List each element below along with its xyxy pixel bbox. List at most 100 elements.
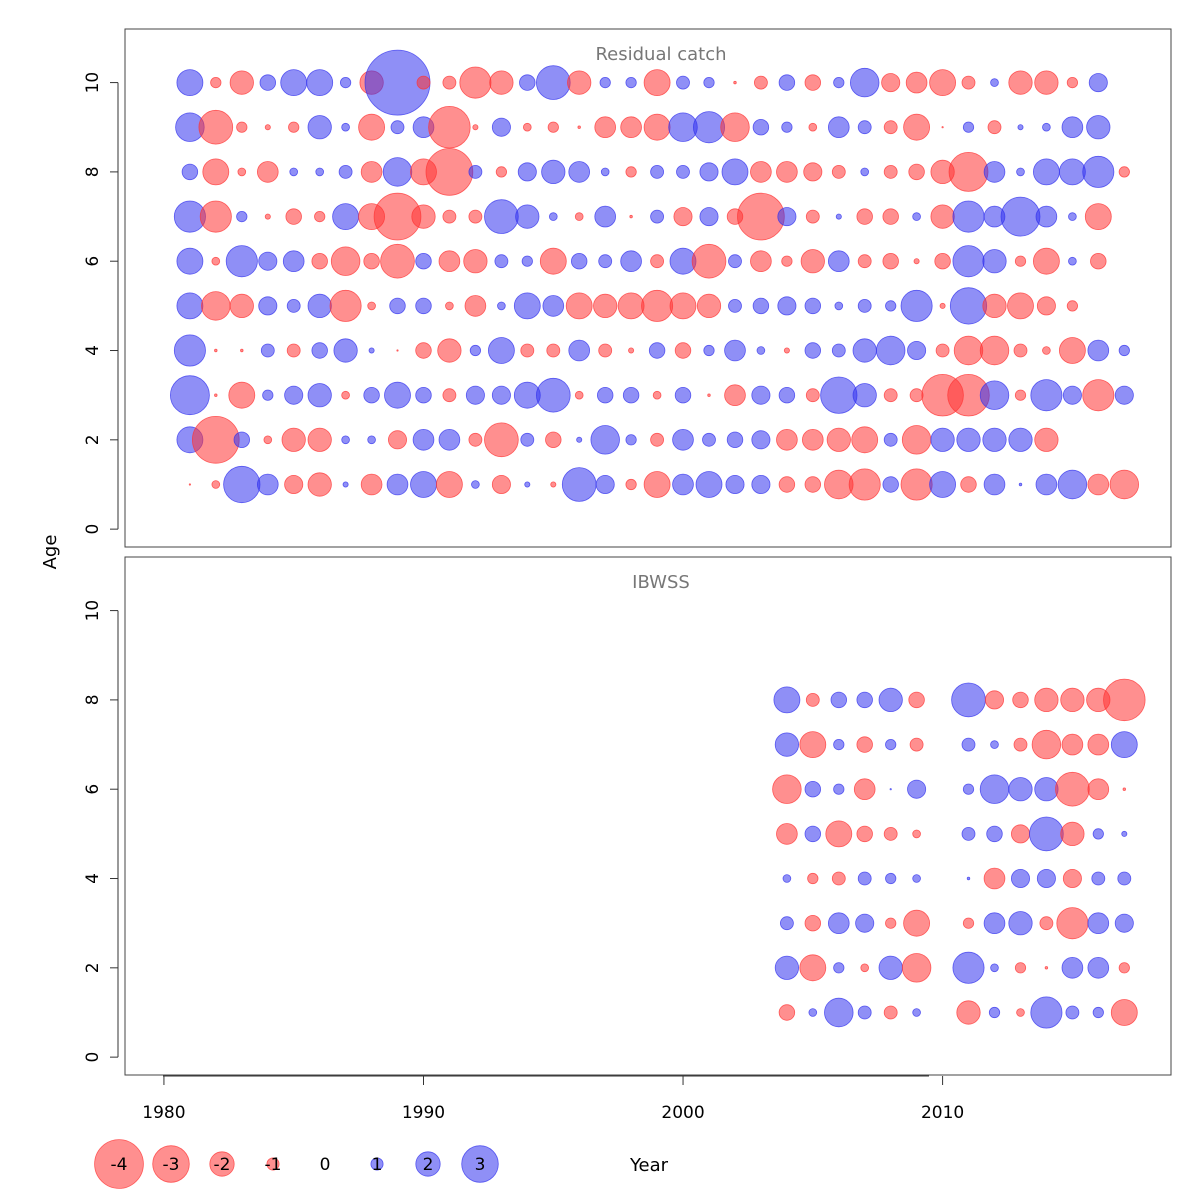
negative-residual-bubble: [724, 384, 746, 407]
positive-residual-bubble: [824, 997, 854, 1028]
positive-residual-bubble: [173, 334, 206, 367]
y-axis-label: Age: [40, 535, 61, 570]
positive-residual-bubble: [857, 1005, 872, 1020]
positive-residual-bubble: [855, 913, 875, 933]
negative-residual-bubble: [341, 390, 350, 400]
negative-residual-bubble: [856, 825, 873, 843]
negative-residual-bubble: [979, 335, 1010, 366]
negative-residual-bubble: [1034, 687, 1059, 713]
legend-label: 2: [423, 1155, 434, 1175]
negative-residual-bubble: [808, 122, 818, 132]
positive-residual-bubble: [497, 301, 506, 311]
positive-residual-bubble: [695, 471, 723, 498]
negative-residual-bubble: [565, 292, 593, 320]
negative-residual-bubble: [425, 148, 474, 196]
positive-residual-bubble: [438, 428, 461, 451]
negative-residual-bubble: [214, 348, 218, 353]
positive-residual-bubble: [1068, 256, 1077, 266]
positive-residual-bubble: [1061, 956, 1084, 979]
positive-residual-bubble: [860, 167, 869, 177]
positive-residual-bubble: [900, 289, 933, 322]
bubble-size-legend: -4 -3 -2 -1 0 1 2 3: [94, 1139, 499, 1189]
negative-residual-bubble: [754, 75, 768, 90]
negative-residual-bubble: [930, 204, 955, 229]
negative-residual-bubble: [237, 167, 247, 177]
positive-residual-bubble: [956, 427, 981, 452]
negative-residual-bubble: [799, 954, 827, 982]
negative-residual-bubble: [801, 428, 824, 451]
legend-label: 1: [372, 1155, 383, 1175]
positive-residual-bubble: [1088, 73, 1108, 93]
positive-residual-bubble: [912, 212, 921, 221]
positive-residual-bubble: [258, 251, 278, 271]
positive-residual-bubble: [1011, 869, 1031, 889]
positive-residual-bubble: [176, 292, 204, 320]
positive-residual-bubble: [850, 67, 880, 98]
negative-residual-bubble: [650, 254, 664, 269]
positive-residual-bubble: [885, 300, 897, 312]
positive-residual-bubble: [315, 167, 325, 177]
negative-residual-bubble: [625, 478, 637, 491]
positive-residual-bubble: [930, 427, 955, 452]
positive-residual-bubble: [1087, 956, 1110, 979]
positive-residual-bubble: [1065, 1005, 1080, 1020]
negative-residual-bubble: [1042, 346, 1051, 355]
negative-residual-bubble: [387, 430, 407, 450]
positive-residual-bubble: [517, 162, 537, 182]
positive-residual-bubble: [827, 912, 850, 934]
positive-residual-bubble: [883, 432, 898, 447]
positive-residual-bubble: [1117, 871, 1132, 886]
positive-residual-bubble: [648, 342, 666, 359]
negative-residual-bubble: [445, 301, 454, 311]
positive-residual-bubble: [341, 122, 350, 132]
positive-residual-bubble: [307, 293, 332, 318]
negative-residual-bubble: [1062, 869, 1082, 889]
positive-residual-bubble: [1121, 830, 1128, 837]
negative-residual-bubble: [211, 480, 221, 489]
positive-residual-bubble: [484, 199, 519, 234]
positive-residual-bubble: [1008, 427, 1033, 452]
positive-residual-bubble: [703, 344, 715, 357]
x-tick-label: 1980: [142, 1103, 185, 1123]
positive-residual-bubble: [990, 78, 999, 87]
positive-residual-bubble: [951, 682, 986, 718]
positive-residual-bubble: [1068, 212, 1077, 221]
x-tick-label: 1990: [402, 1103, 445, 1123]
negative-residual-bubble: [905, 71, 928, 94]
positive-residual-bubble: [600, 167, 610, 177]
negative-residual-bubble: [720, 112, 750, 142]
negative-residual-bubble: [442, 388, 457, 403]
y-tick-label: 6: [83, 256, 103, 267]
positive-residual-bubble: [773, 686, 801, 714]
positive-residual-bubble: [415, 253, 432, 270]
positive-residual-bubble: [780, 916, 794, 931]
y-tick-label: 8: [83, 694, 103, 705]
residual-catch-panel: Residual catch 0 2 4 6 8 10: [83, 28, 1172, 548]
negative-residual-bubble: [1082, 379, 1115, 412]
positive-residual-bubble: [256, 473, 279, 496]
positive-residual-bubble: [1057, 469, 1088, 500]
positive-residual-bubble: [368, 347, 375, 354]
negative-residual-bubble: [411, 204, 436, 229]
positive-residual-bubble: [962, 121, 975, 133]
positive-residual-bubble: [568, 161, 590, 183]
x-tick-label: 2000: [661, 1103, 704, 1123]
residual-catch-y-axis: 0 2 4 6 8 10: [83, 72, 119, 535]
negative-residual-bubble: [284, 474, 304, 494]
positive-residual-bubble: [595, 474, 615, 494]
positive-residual-bubble: [1029, 816, 1064, 852]
positive-residual-bubble: [548, 212, 558, 221]
negative-residual-bubble: [909, 737, 924, 752]
positive-residual-bubble: [885, 738, 897, 751]
positive-residual-bubble: [541, 159, 566, 184]
negative-residual-bubble: [643, 113, 671, 141]
positive-residual-bubble: [258, 296, 278, 316]
positive-residual-bubble: [982, 249, 1007, 274]
positive-residual-bubble: [342, 481, 349, 488]
negative-residual-bubble: [883, 827, 898, 841]
y-tick-label: 2: [83, 962, 103, 973]
y-tick-label: 0: [83, 1052, 103, 1063]
y-tick-label: 4: [83, 345, 103, 356]
negative-residual-bubble: [1031, 729, 1062, 760]
positive-residual-bubble: [341, 435, 350, 445]
